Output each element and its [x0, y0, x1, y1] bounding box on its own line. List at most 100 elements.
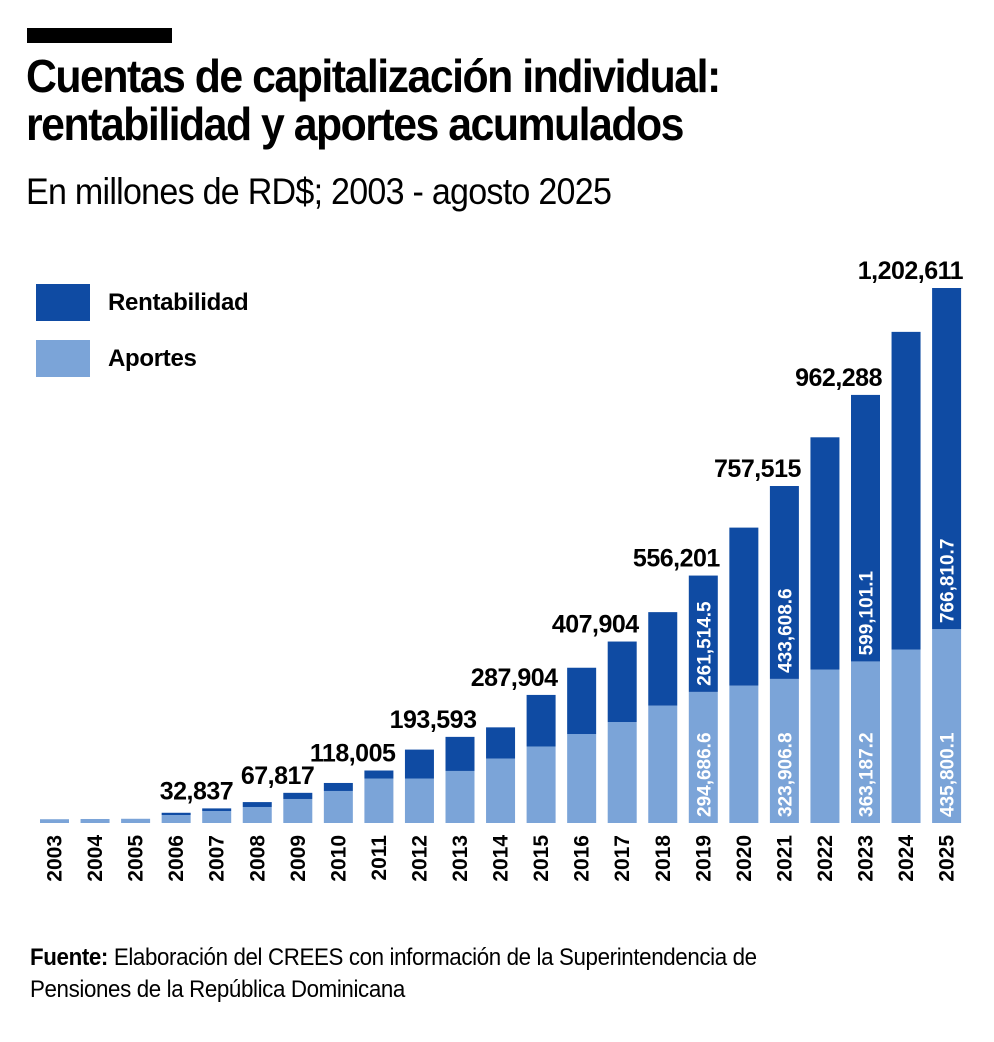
legend-swatch-aportes [36, 340, 90, 377]
x-tick-label-2008: 2008 [246, 835, 269, 882]
segment-label-rentabilidad-2019: 261,514.5 [694, 601, 715, 686]
chart-title: Cuentas de capitalización individual: re… [26, 50, 721, 150]
bar-rentabilidad-2016 [567, 667, 597, 735]
bar-aportes-2016 [567, 734, 597, 823]
segment-label-rentabilidad-2023: 599,101.1 [857, 570, 878, 655]
bar-aportes-2021 [769, 678, 799, 823]
bar-aportes-2015 [526, 746, 556, 823]
x-tick-label-2016: 2016 [571, 835, 594, 882]
x-tick-label-2004: 2004 [84, 835, 107, 882]
bar-aportes-2003 [40, 819, 69, 823]
total-label-2021: 757,515 [714, 455, 801, 483]
bar-rentabilidad-2024 [891, 331, 921, 650]
bar-rentabilidad-2022 [810, 437, 840, 670]
bar-rentabilidad-2015 [526, 694, 556, 747]
bar-rentabilidad-2020 [729, 527, 759, 686]
bar-rentabilidad-2023 [851, 394, 880, 662]
bar-aportes-2010 [323, 790, 353, 823]
source-text-line-2: Pensiones de la República Dominicana [30, 976, 405, 1003]
x-tick-label-2015: 2015 [530, 835, 553, 882]
source-label: Fuente: [30, 944, 109, 971]
bar-rentabilidad-2025 [932, 288, 962, 630]
bar-rentabilidad-2013 [445, 736, 475, 771]
x-tick-label-2011: 2011 [368, 835, 391, 881]
segment-label-aportes-2023: 363,187.2 [857, 732, 878, 817]
bar-rentabilidad-2007 [202, 808, 232, 811]
bar-rentabilidad-2021 [769, 486, 799, 679]
bar-aportes-2012 [404, 778, 434, 823]
bar-aportes-2024 [891, 649, 921, 823]
x-tick-label-2013: 2013 [449, 835, 472, 882]
legend-item-aportes: Aportes [36, 340, 197, 377]
total-label-2025: 1,202,611 [858, 257, 964, 285]
bar-aportes-2019 [688, 691, 718, 823]
x-tick-label-2007: 2007 [206, 835, 229, 882]
total-label-2013: 193,593 [390, 706, 477, 734]
bar-aportes-2008 [242, 806, 272, 823]
total-label-2009: 67,817 [241, 762, 314, 790]
bar-aportes-2005 [121, 818, 151, 823]
bars-group [40, 288, 962, 823]
legend-swatch-rentabilidad [36, 284, 90, 321]
bar-rentabilidad-2010 [323, 782, 353, 791]
x-tick-label-2005: 2005 [125, 835, 148, 882]
x-tick-label-2020: 2020 [733, 835, 756, 882]
bar-aportes-2006 [161, 814, 191, 823]
bar-aportes-2022 [810, 669, 840, 823]
segment-label-aportes-2021: 323,906.8 [775, 732, 796, 817]
stacked-bar-chart: 294,686.6 261,514.5 323,906.8 433,608.6 363,… [40, 257, 964, 882]
x-tick-label-2017: 2017 [611, 835, 634, 882]
x-tick-label-2021: 2021 [773, 835, 796, 882]
bar-rentabilidad-2019 [688, 575, 718, 692]
x-tick-label-2010: 2010 [327, 835, 350, 882]
title-line-2: rentabilidad y aportes acumulados [26, 98, 684, 150]
source-note: Fuente: Elaboración del CREES con inform… [30, 942, 757, 1006]
x-tick-label-2006: 2006 [165, 835, 188, 882]
bar-aportes-2023 [851, 661, 880, 823]
segment-labels-group: 294,686.6 261,514.5 323,906.8 433,608.6 363,… [694, 539, 958, 817]
title-line-1: Cuentas de capitalización individual: [26, 50, 721, 102]
x-tick-label-2014: 2014 [490, 835, 513, 882]
x-tick-label-2003: 2003 [44, 835, 67, 882]
legend-label-rentabilidad: Rentabilidad [108, 288, 249, 316]
x-tick-label-2012: 2012 [408, 835, 431, 882]
bar-rentabilidad-2017 [607, 641, 637, 723]
x-tick-label-2024: 2024 [895, 835, 918, 882]
bar-aportes-2004 [80, 818, 110, 823]
legend-item-rentabilidad: Rentabilidad [36, 284, 249, 321]
total-label-2015: 287,904 [471, 664, 558, 692]
bar-aportes-2017 [607, 722, 637, 823]
bar-rentabilidad-2014 [486, 727, 516, 759]
bar-aportes-2025 [932, 629, 962, 823]
segment-label-aportes-2019: 294,686.6 [694, 732, 715, 817]
total-label-2023: 962,288 [795, 364, 882, 392]
bar-rentabilidad-2006 [161, 812, 191, 815]
segment-label-rentabilidad-2025: 766,810.7 [938, 539, 959, 624]
x-tick-label-2023: 2023 [855, 835, 878, 882]
bar-aportes-2007 [202, 810, 232, 823]
total-label-2007: 32,837 [160, 777, 233, 805]
x-tick-label-2025: 2025 [936, 835, 959, 882]
bar-aportes-2009 [283, 798, 313, 823]
segment-label-aportes-2025: 435,800.1 [938, 732, 959, 817]
source-text-line-1: Elaboración del CREES con información de… [108, 944, 757, 971]
bar-aportes-2020 [729, 685, 759, 823]
total-label-2011: 118,005 [310, 740, 396, 768]
bar-rentabilidad-2009 [283, 792, 313, 799]
x-tick-label-2022: 2022 [814, 835, 837, 882]
bar-aportes-2011 [364, 778, 394, 823]
bar-rentabilidad-2011 [364, 770, 394, 779]
legend-label-aportes: Aportes [108, 344, 197, 372]
bar-aportes-2014 [486, 758, 516, 823]
x-axis-ticks-group: 2003 2004 2005 2006 2007 2008 2009 2010 2011 2012… [44, 835, 959, 882]
bar-rentabilidad-2008 [242, 802, 272, 807]
bar-rentabilidad-2012 [404, 749, 434, 779]
bar-aportes-2018 [648, 705, 678, 823]
total-label-2019: 556,201 [633, 545, 720, 573]
bar-aportes-2013 [445, 770, 475, 823]
total-label-2017: 407,904 [552, 611, 639, 639]
chart-subtitle: En millones de RD$; 2003 - agosto 2025 [26, 171, 612, 212]
bar-rentabilidad-2018 [648, 612, 678, 706]
x-tick-label-2018: 2018 [652, 835, 675, 882]
